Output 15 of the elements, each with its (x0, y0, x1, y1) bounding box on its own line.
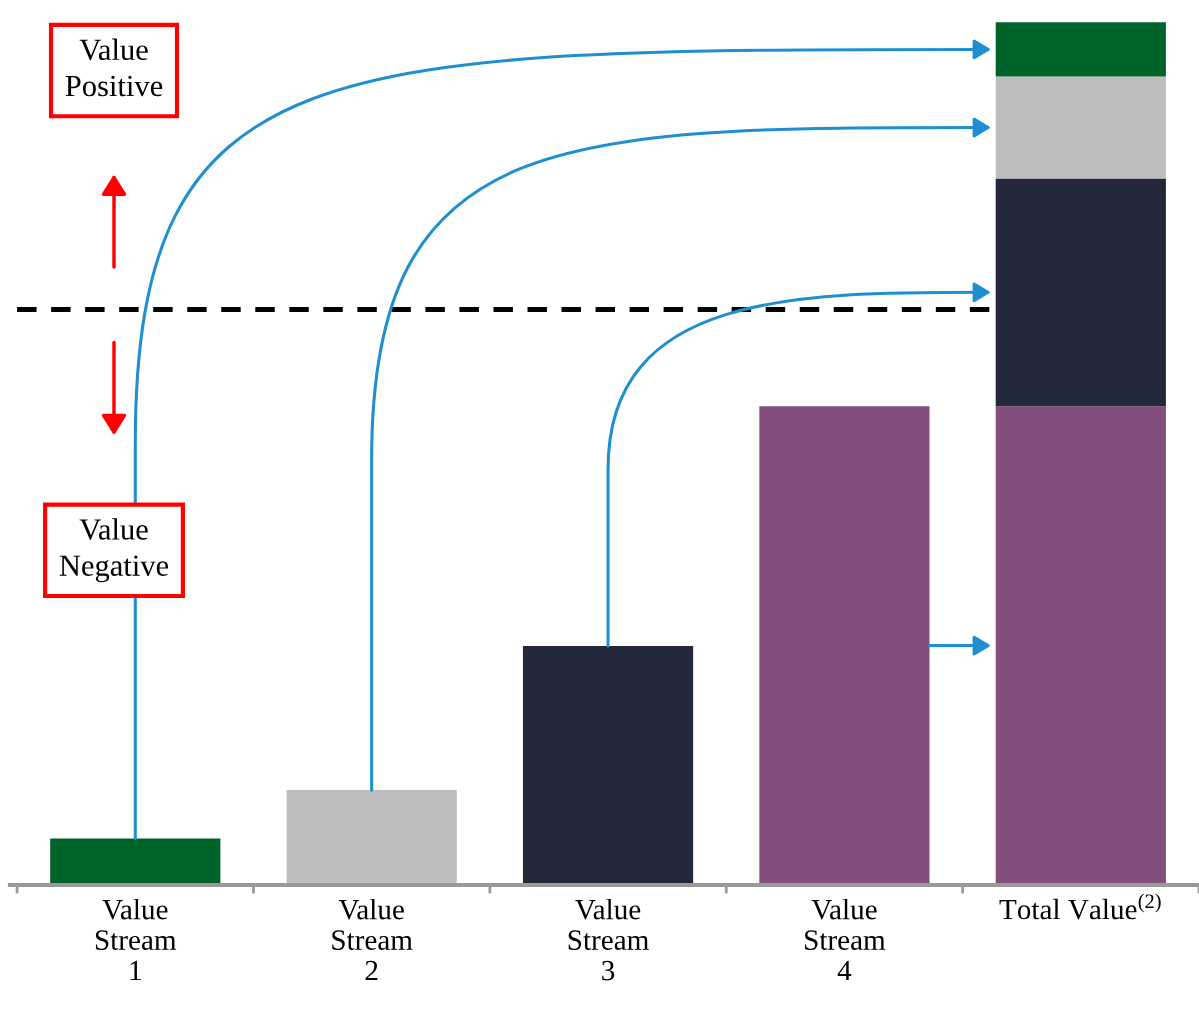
bar (50, 838, 221, 885)
bar (995, 178, 1166, 407)
annotation: Value Positive (65, 38, 163, 97)
bar (286, 790, 457, 885)
bar (995, 22, 1166, 77)
bar (995, 76, 1166, 179)
bar (522, 646, 694, 885)
x-tick-label: Value Stream 2 (332, 898, 413, 981)
x-tick-label: Total Value$^{(2)}$ (999, 893, 1161, 920)
x-tick-label: Value Stream 3 (568, 898, 649, 981)
bar (995, 406, 1166, 885)
annotation: Value Negative (59, 518, 169, 583)
x-tick-label: Value Stream 4 (805, 898, 886, 981)
bar (759, 406, 930, 885)
x-tick-label: Value Stream 1 (95, 898, 177, 981)
